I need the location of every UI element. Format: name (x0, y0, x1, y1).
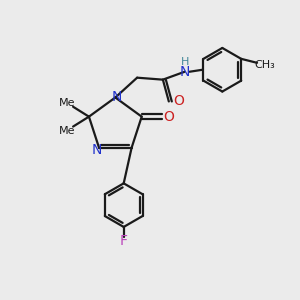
Text: F: F (120, 234, 128, 248)
Text: O: O (173, 94, 184, 109)
Text: Me: Me (59, 98, 75, 108)
Text: H: H (181, 57, 189, 67)
Text: CH₃: CH₃ (255, 60, 275, 70)
Text: O: O (163, 110, 174, 124)
Text: Me: Me (59, 125, 75, 136)
Text: N: N (179, 65, 190, 79)
Text: N: N (111, 89, 122, 103)
Text: N: N (92, 143, 102, 157)
